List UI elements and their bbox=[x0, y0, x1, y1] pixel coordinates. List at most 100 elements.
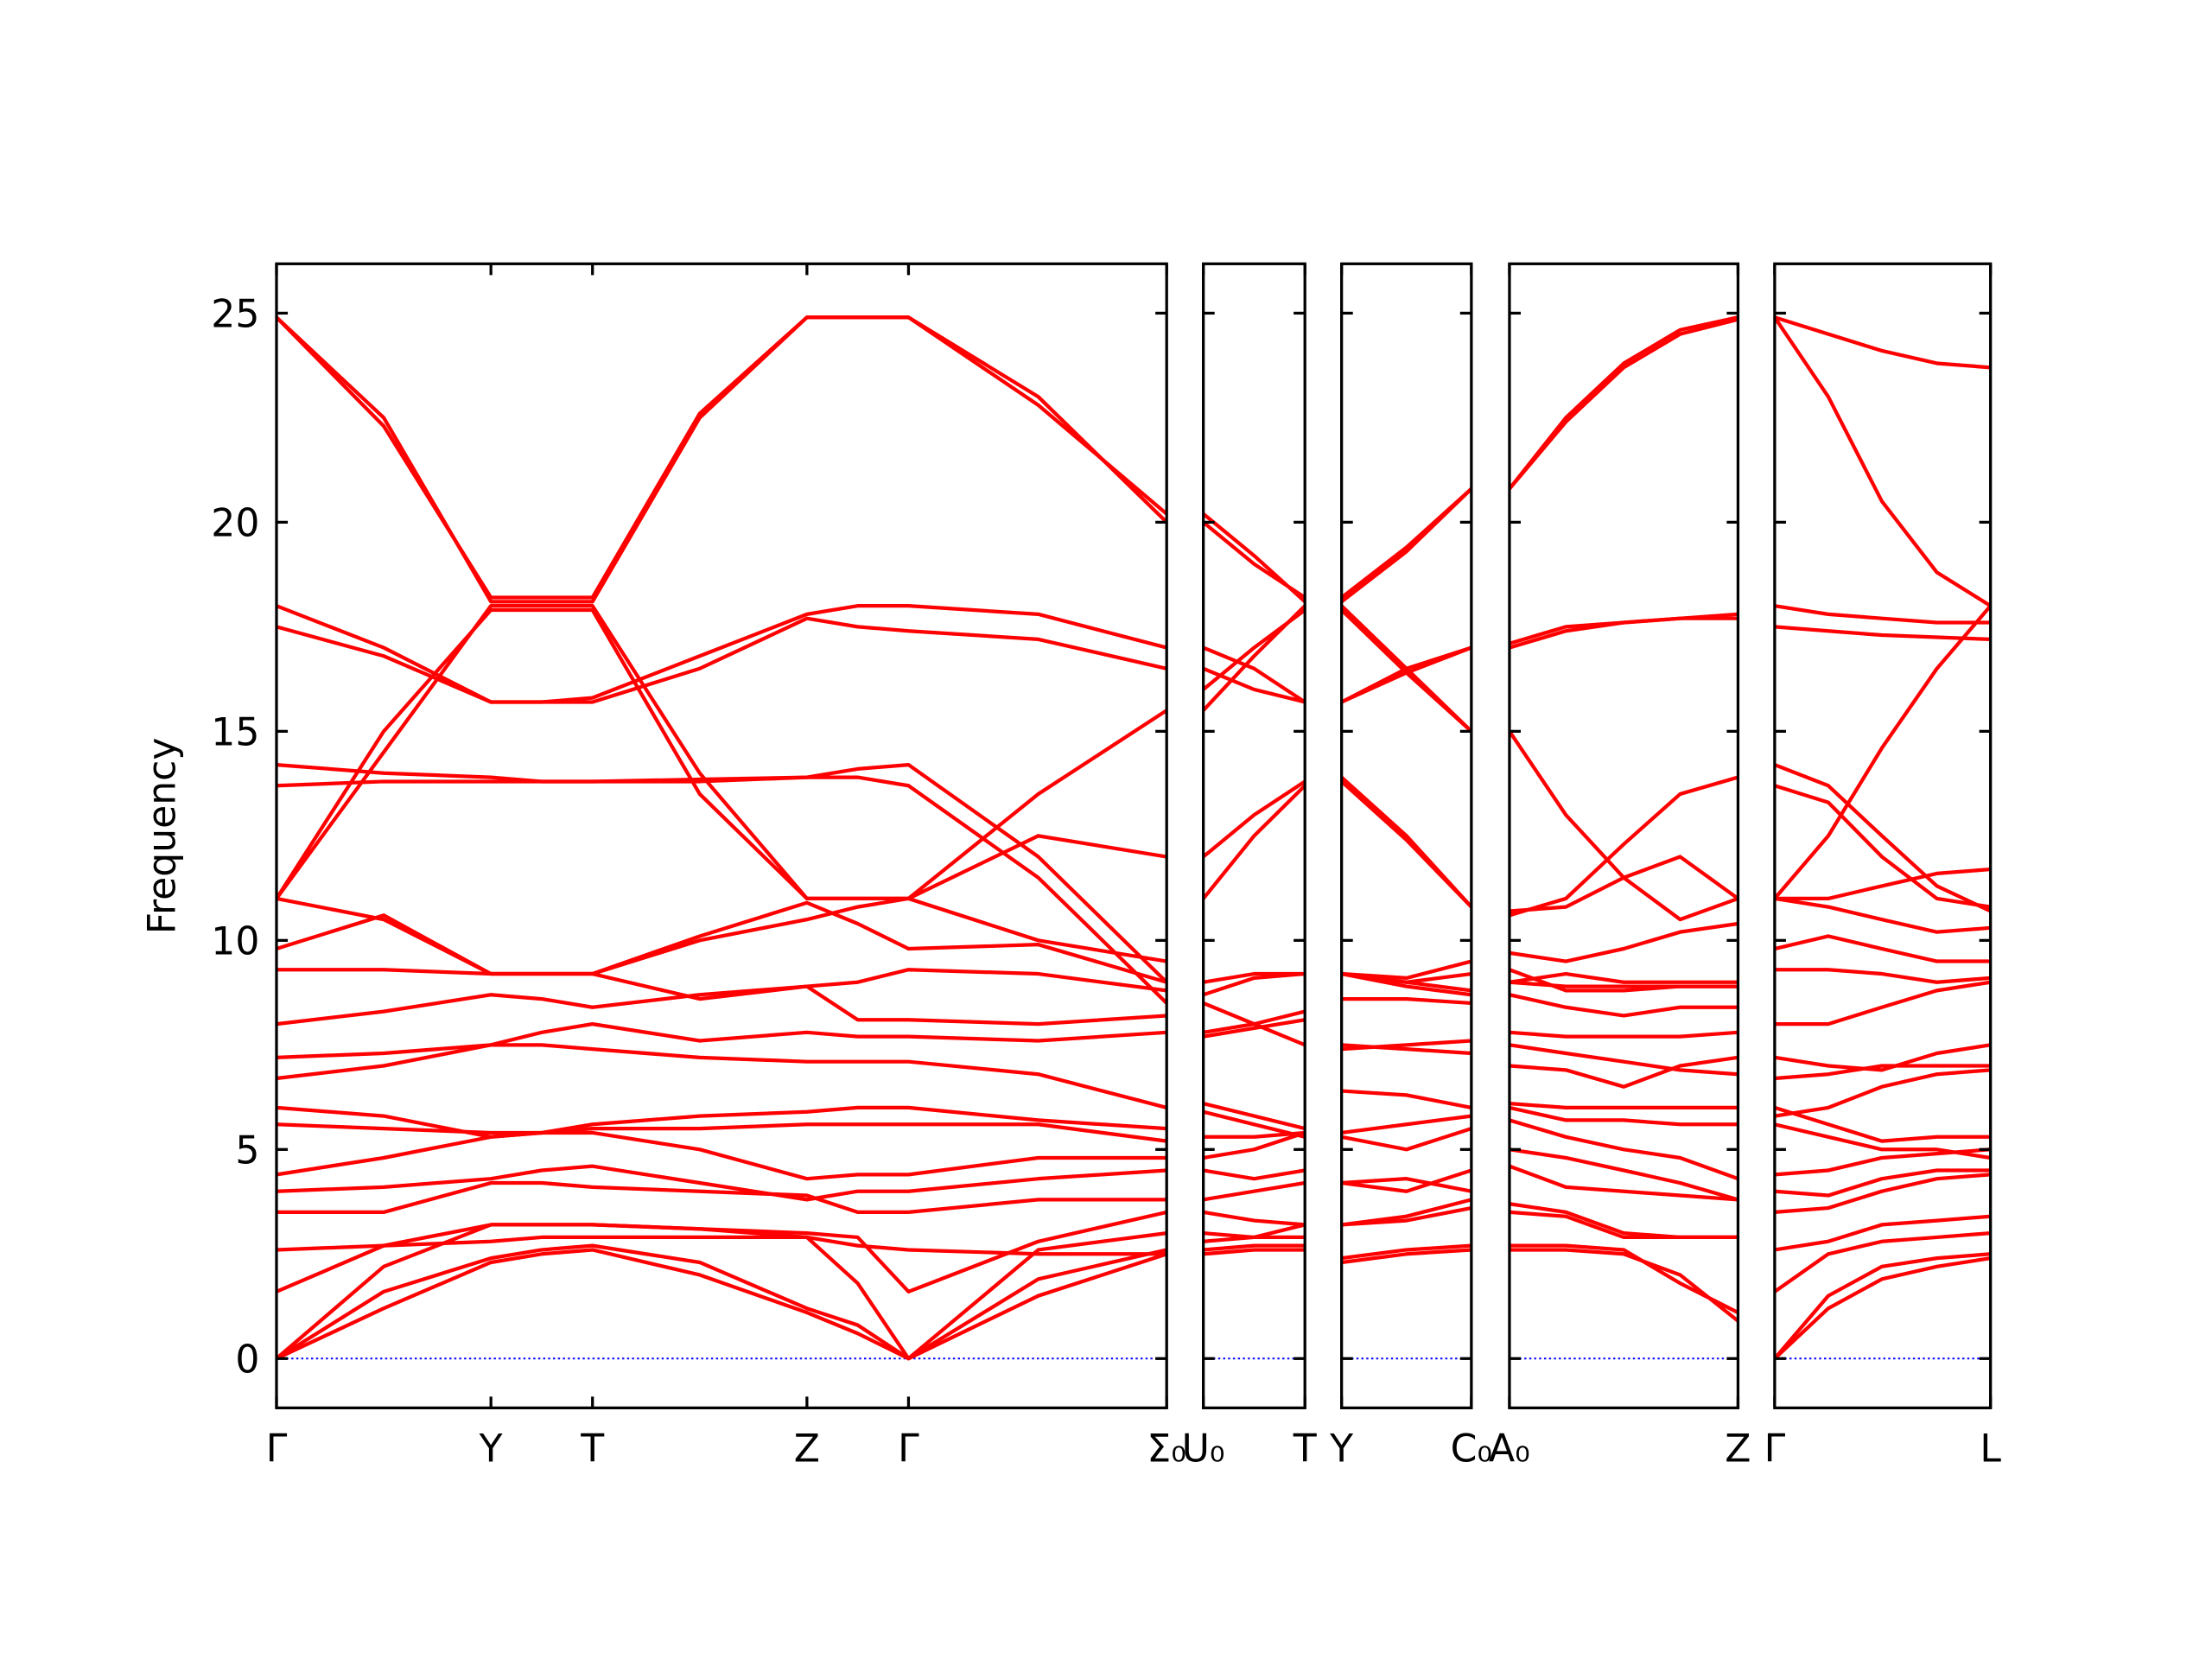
x-tick-label: T bbox=[580, 1427, 605, 1471]
plot-frame bbox=[1508, 262, 1740, 1410]
band-line bbox=[1341, 1127, 1472, 1152]
band-line bbox=[1341, 1198, 1472, 1227]
band-line bbox=[276, 775, 1168, 1005]
band-line bbox=[276, 1180, 1167, 1215]
band-line bbox=[1509, 993, 1738, 1018]
band-line bbox=[1341, 1039, 1471, 1052]
band-line bbox=[276, 1043, 1167, 1109]
band-line bbox=[1340, 487, 1473, 600]
band-line bbox=[1773, 316, 1992, 607]
x-tick-label: Y bbox=[1329, 1427, 1354, 1471]
band-line bbox=[1773, 1252, 1991, 1360]
band-line bbox=[1202, 779, 1306, 859]
band-line bbox=[1774, 1122, 1992, 1160]
band-line bbox=[1509, 1055, 1738, 1089]
x-tick-label: Σ₀ bbox=[1147, 1427, 1186, 1471]
band-line bbox=[1341, 1089, 1472, 1109]
plot-frame bbox=[1340, 262, 1473, 1410]
band-line bbox=[1774, 867, 1991, 901]
band-line bbox=[1774, 1064, 1991, 1081]
band-line bbox=[275, 604, 1167, 901]
band-line bbox=[1509, 1202, 1738, 1240]
band-line bbox=[1341, 1177, 1472, 1193]
y-tick-label: 15 bbox=[211, 711, 259, 755]
band-line bbox=[1774, 315, 1991, 370]
band-line bbox=[1509, 1147, 1739, 1202]
band-line bbox=[1203, 1130, 1306, 1160]
band-line bbox=[1509, 1101, 1738, 1110]
band-line bbox=[1774, 1214, 1991, 1252]
band-line bbox=[1203, 1248, 1306, 1256]
band-line bbox=[276, 1105, 1167, 1139]
x-tick-label: A₀ bbox=[1489, 1427, 1530, 1471]
band-line bbox=[1774, 1068, 1991, 1118]
band-line bbox=[1340, 779, 1473, 909]
band-line bbox=[1509, 1248, 1739, 1323]
band-line bbox=[1774, 1043, 1992, 1072]
band-line bbox=[1774, 980, 1992, 1027]
band-line bbox=[276, 896, 1167, 976]
x-tick-label: Z bbox=[794, 1427, 820, 1471]
x-tick-label: C₀ bbox=[1451, 1427, 1492, 1471]
band-line bbox=[1509, 1164, 1738, 1202]
band-line bbox=[276, 1164, 1167, 1202]
band-line bbox=[1509, 1105, 1738, 1127]
band-line bbox=[275, 315, 1168, 600]
band-line bbox=[276, 1210, 1167, 1294]
y-tick-label: 0 bbox=[235, 1338, 259, 1382]
band-line bbox=[1774, 1173, 1991, 1215]
band-line bbox=[1202, 520, 1306, 600]
band-line bbox=[1509, 1043, 1738, 1077]
band-line bbox=[1341, 1168, 1472, 1193]
band-line bbox=[1509, 1243, 1739, 1314]
band-line bbox=[1774, 604, 1991, 625]
band-line bbox=[1774, 1105, 1991, 1143]
x-tick-label: Γ bbox=[266, 1427, 288, 1471]
band-line bbox=[1508, 730, 1739, 922]
band-line bbox=[1509, 968, 1738, 993]
band-line bbox=[1202, 1001, 1306, 1047]
band-line bbox=[1774, 784, 1992, 909]
band-line bbox=[1203, 1180, 1306, 1202]
band-line bbox=[1202, 645, 1306, 704]
x-tick-label: Γ bbox=[1764, 1427, 1786, 1471]
band-line bbox=[1203, 1018, 1306, 1039]
band-line bbox=[276, 1235, 1167, 1256]
band-line bbox=[1203, 1210, 1306, 1227]
band-line bbox=[1773, 1256, 1992, 1360]
band-line bbox=[1203, 1109, 1306, 1139]
x-tick-label: Z bbox=[1725, 1427, 1751, 1471]
band-line bbox=[1773, 1230, 1991, 1294]
band-line bbox=[1509, 775, 1739, 918]
band-line bbox=[1341, 1243, 1471, 1261]
band-line bbox=[1203, 1102, 1306, 1131]
x-tick-label: T bbox=[1293, 1427, 1318, 1471]
band-line bbox=[1509, 1030, 1738, 1039]
x-tick-label: L bbox=[1980, 1427, 2001, 1471]
band-line bbox=[1508, 317, 1738, 491]
band-line bbox=[1774, 1168, 1991, 1198]
band-line bbox=[276, 1130, 1167, 1181]
plot-frame bbox=[1773, 262, 1993, 1410]
band-line bbox=[275, 607, 1168, 901]
band-line bbox=[1341, 1248, 1471, 1265]
band-line bbox=[276, 604, 1167, 704]
band-line bbox=[276, 984, 1167, 1027]
y-axis-label: Frequency bbox=[140, 737, 184, 934]
band-line bbox=[1509, 921, 1738, 963]
y-tick-label: 25 bbox=[211, 293, 259, 337]
band-line bbox=[1341, 971, 1472, 997]
band-line bbox=[1341, 1114, 1472, 1135]
y-tick-label: 10 bbox=[211, 920, 259, 964]
band-line bbox=[1509, 1118, 1739, 1181]
band-line bbox=[1774, 968, 1991, 984]
band-line bbox=[276, 968, 1167, 1001]
band-line bbox=[1340, 645, 1472, 704]
plot-frame bbox=[275, 262, 1168, 1410]
band-line bbox=[1203, 1168, 1306, 1181]
band-line bbox=[1203, 1235, 1306, 1243]
band-line bbox=[1203, 1243, 1306, 1252]
